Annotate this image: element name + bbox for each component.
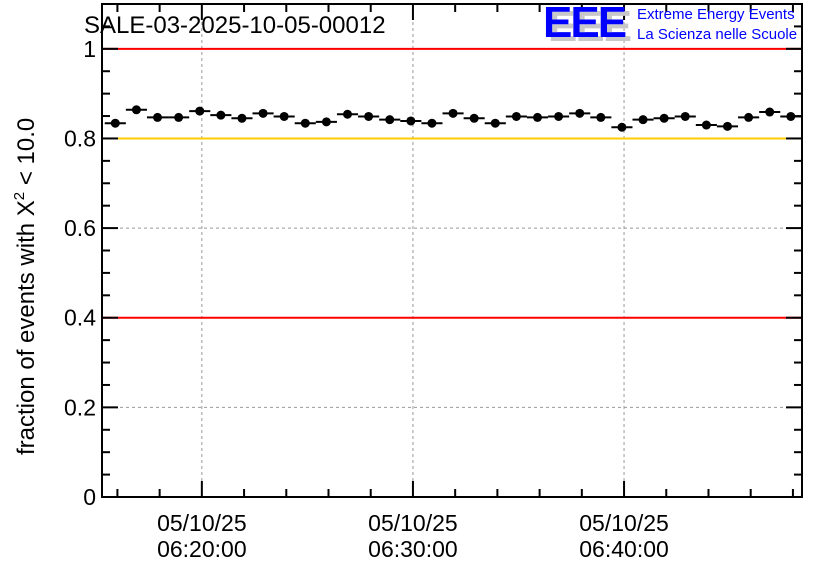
tick-labels: 00.20.40.60.8105/10/2506:20:0005/10/2506… bbox=[64, 36, 669, 562]
data-point bbox=[786, 111, 796, 121]
logo-mark: EEE bbox=[543, 0, 626, 47]
data-point bbox=[532, 112, 542, 122]
data-point bbox=[174, 112, 184, 122]
data-point bbox=[343, 109, 353, 119]
x-tick-time: 06:20:00 bbox=[157, 536, 247, 562]
x-tick-date: 05/10/25 bbox=[157, 510, 247, 536]
data-point bbox=[701, 120, 711, 130]
x-tick-date: 05/10/25 bbox=[579, 510, 669, 536]
data-point bbox=[279, 111, 289, 121]
data-point bbox=[575, 108, 585, 118]
data-point bbox=[321, 117, 331, 127]
data-point bbox=[511, 111, 521, 121]
y-tick-label: 1 bbox=[83, 36, 96, 62]
y-axis-label: fraction of events with X2 < 10.0 bbox=[11, 118, 40, 455]
reference-lines bbox=[102, 47, 802, 319]
y-tick-label: 0.8 bbox=[64, 125, 96, 151]
eee-logo: EEE Extreme Energy Events La Scienza nel… bbox=[543, 0, 797, 47]
data-point bbox=[638, 115, 648, 125]
data-point bbox=[744, 112, 754, 122]
data-point bbox=[554, 111, 564, 121]
grid bbox=[102, 4, 802, 497]
x-tick-date: 05/10/25 bbox=[368, 510, 458, 536]
data-point bbox=[385, 115, 395, 125]
data-point bbox=[131, 105, 141, 115]
data-point bbox=[680, 111, 690, 121]
data-point bbox=[406, 116, 416, 126]
data-point bbox=[300, 118, 310, 128]
data-point bbox=[216, 110, 226, 120]
data-point bbox=[469, 113, 479, 123]
data-point bbox=[258, 108, 268, 118]
y-tick-label: 0 bbox=[83, 484, 96, 510]
chart-title: SALE-03-2025-10-05-00012 bbox=[84, 12, 386, 39]
y-tick-label: 0.4 bbox=[64, 305, 96, 331]
y-tick-label: 0.6 bbox=[64, 215, 96, 241]
plot-frame bbox=[101, 3, 803, 498]
data-point bbox=[153, 112, 163, 122]
y-tick-label: 0.2 bbox=[64, 394, 96, 420]
logo-line2: La Scienza nelle Scuole bbox=[637, 26, 797, 43]
x-tick-time: 06:40:00 bbox=[579, 536, 669, 562]
data-point bbox=[765, 107, 775, 117]
data-point bbox=[237, 113, 247, 123]
data-point bbox=[617, 122, 627, 132]
data-point bbox=[448, 108, 458, 118]
data-point bbox=[364, 111, 374, 121]
data-point bbox=[659, 113, 669, 123]
data-points bbox=[104, 105, 802, 132]
data-point bbox=[427, 118, 437, 128]
data-point bbox=[110, 118, 120, 128]
data-point bbox=[722, 121, 732, 131]
logo-line1: Extreme Energy Events bbox=[637, 6, 795, 23]
x-tick-time: 06:30:00 bbox=[368, 536, 458, 562]
data-point bbox=[596, 112, 606, 122]
data-point bbox=[195, 106, 205, 116]
axis-ticks bbox=[102, 4, 802, 498]
data-point bbox=[490, 118, 500, 128]
